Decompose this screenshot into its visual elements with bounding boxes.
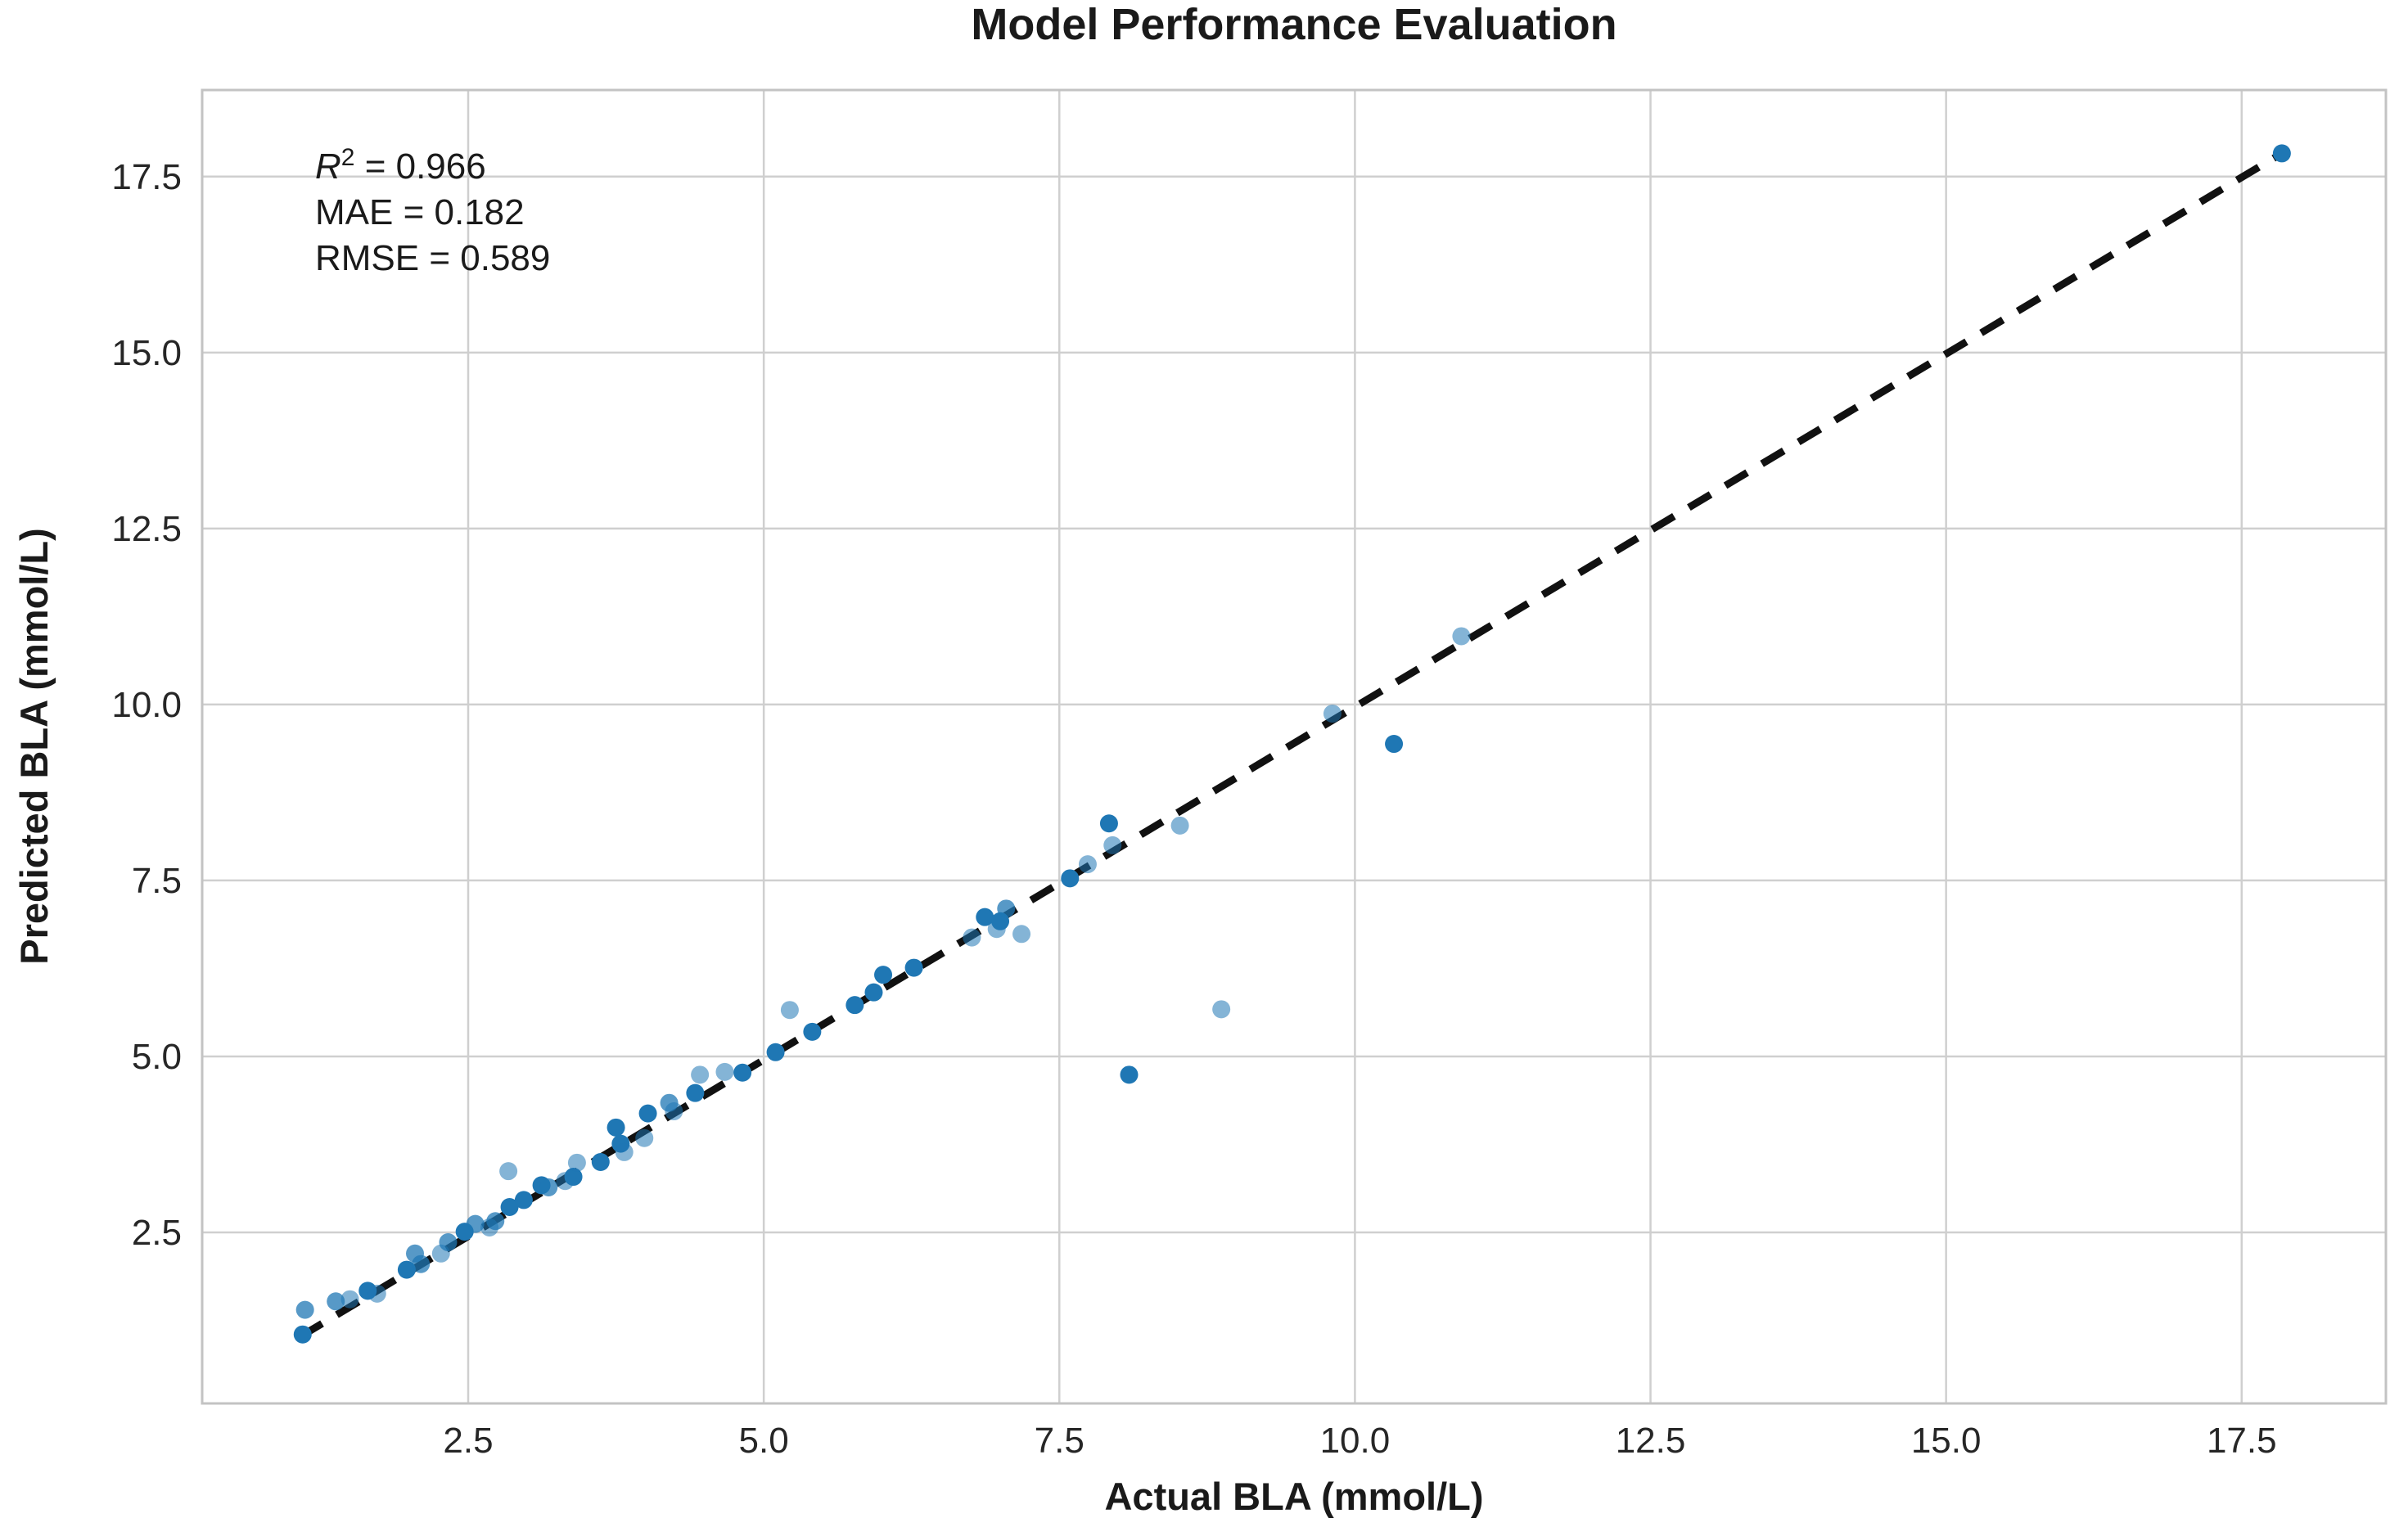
data-point (500, 1198, 519, 1217)
data-point (1078, 855, 1097, 874)
data-point (766, 1043, 785, 1061)
data-point (1323, 705, 1342, 723)
data-point (591, 1152, 610, 1171)
data-point (539, 1178, 558, 1196)
data-point (293, 1325, 312, 1344)
gridlines (202, 90, 2386, 1403)
data-point (2272, 144, 2291, 163)
data-point (1212, 1000, 1231, 1019)
data-point (846, 996, 864, 1015)
mae-metric: MAE = 0.182 (315, 192, 525, 232)
y-axis-label: Predicted BLA (mmol/L) (12, 528, 56, 965)
data-point (1120, 1065, 1139, 1084)
y-tick-label: 2.5 (132, 1213, 182, 1253)
identity-line (298, 150, 2284, 1340)
y-tick-label: 15.0 (111, 333, 182, 373)
data-point (607, 1118, 625, 1137)
data-point (874, 966, 893, 984)
data-point (733, 1063, 752, 1082)
data-point (780, 1001, 799, 1020)
data-point (499, 1162, 518, 1181)
y-tick-label: 5.0 (132, 1037, 182, 1077)
data-point (295, 1300, 314, 1319)
x-tick-label: 17.5 (2207, 1421, 2277, 1461)
data-point (1012, 925, 1031, 944)
data-point (564, 1168, 583, 1187)
data-point (412, 1254, 431, 1273)
data-point (997, 899, 1016, 918)
x-tick-label: 12.5 (1616, 1421, 1686, 1461)
metrics-annotation: R2 = 0.966 MAE = 0.182 RMSE = 0.589 (315, 144, 550, 278)
y-tick-label: 10.0 (111, 685, 182, 725)
y-tick-label: 12.5 (111, 509, 182, 549)
x-tick-label: 2.5 (443, 1421, 493, 1461)
data-point (567, 1153, 586, 1172)
y-tick-label: 17.5 (111, 157, 182, 197)
x-tick-label: 7.5 (1035, 1421, 1085, 1461)
data-point (665, 1102, 683, 1121)
data-point (1099, 814, 1118, 833)
plot-border (201, 88, 2388, 1405)
x-tick-label: 5.0 (739, 1421, 789, 1461)
data-point (397, 1260, 416, 1279)
x-tick-label: 15.0 (1911, 1421, 1982, 1461)
r2-symbol: R (315, 146, 341, 187)
identity-dashed-line (298, 150, 2284, 1340)
data-point (963, 928, 981, 947)
rmse-metric: RMSE = 0.589 (315, 238, 550, 278)
data-point (466, 1214, 485, 1233)
data-point (439, 1233, 458, 1252)
data-point (1385, 735, 1404, 754)
chart-title: Model Performance Evaluation (971, 0, 1617, 49)
data-point (686, 1083, 705, 1102)
data-point (1103, 836, 1122, 854)
data-point (635, 1128, 654, 1147)
data-point (803, 1022, 822, 1041)
r2-metric: R2 = 0.966 (315, 144, 486, 187)
r2-value: = 0.966 (354, 146, 485, 187)
x-tick-label: 10.0 (1320, 1421, 1391, 1461)
x-axis-tick-labels: 2.5 5.0 7.5 10.0 12.5 15.0 17.5 (443, 1421, 2276, 1461)
data-point (638, 1104, 657, 1123)
data-point (691, 1065, 710, 1084)
data-point (1170, 816, 1189, 835)
data-point (1452, 627, 1471, 646)
data-point (327, 1292, 345, 1311)
data-point (340, 1290, 359, 1309)
r2-superscript: 2 (341, 144, 355, 171)
data-point (486, 1212, 505, 1231)
data-point (1061, 869, 1080, 888)
y-axis-tick-labels: 2.5 5.0 7.5 10.0 12.5 15.0 17.5 (111, 157, 182, 1253)
x-axis-label: Actual BLA (mmol/L) (1104, 1475, 1483, 1518)
data-point (864, 983, 883, 1002)
data-point (715, 1062, 734, 1081)
data-point (904, 958, 923, 977)
data-point (615, 1142, 634, 1161)
data-point (368, 1284, 386, 1303)
data-point (514, 1191, 533, 1209)
y-tick-label: 7.5 (132, 861, 182, 901)
scatter-points (293, 144, 2291, 1344)
data-point (976, 908, 994, 926)
